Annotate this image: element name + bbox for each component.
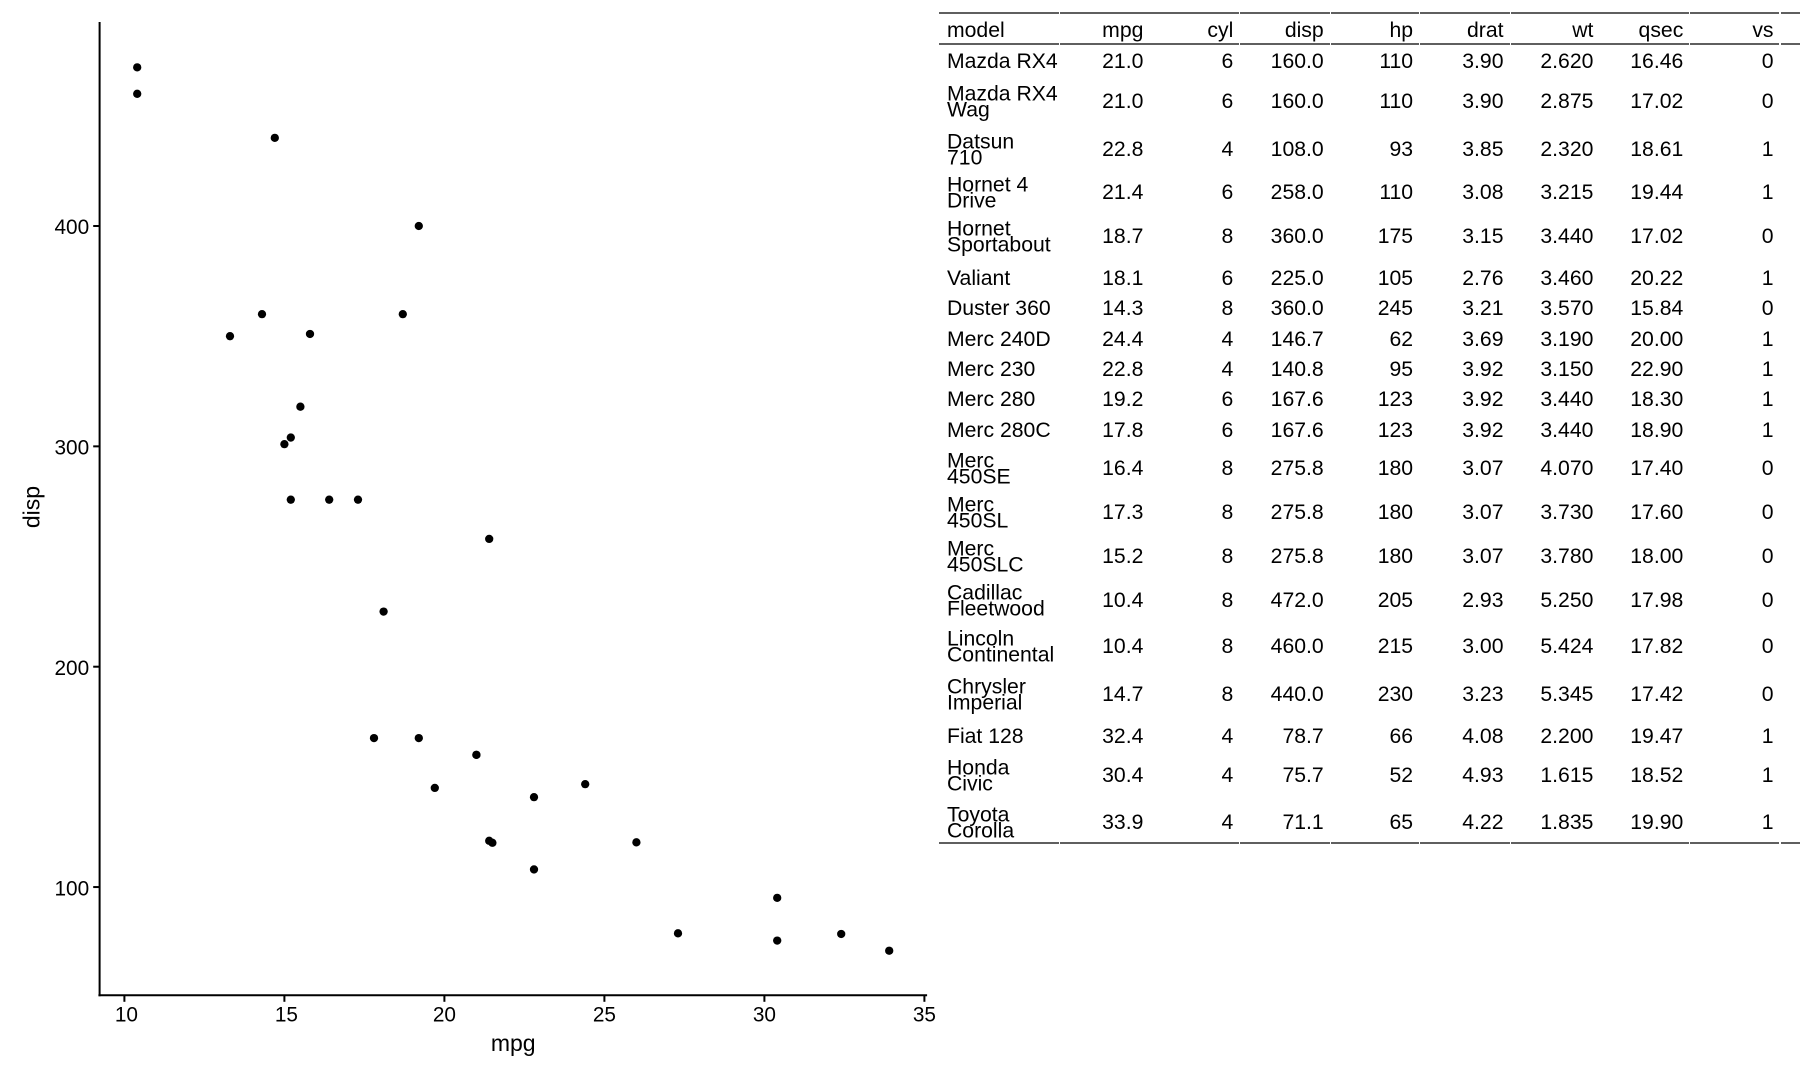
svg-text:mpg: mpg [491,1030,536,1056]
svg-text:20: 20 [433,1004,456,1027]
svg-text:disp: disp [19,486,45,528]
svg-text:30: 30 [753,1004,776,1027]
svg-text:35: 35 [913,1004,936,1027]
svg-text:200: 200 [54,657,89,680]
svg-text:25: 25 [593,1004,616,1027]
svg-text:300: 300 [54,437,89,460]
svg-text:100: 100 [54,877,89,900]
svg-text:10: 10 [115,1004,138,1027]
svg-text:400: 400 [54,216,89,239]
svg-text:15: 15 [275,1004,298,1027]
